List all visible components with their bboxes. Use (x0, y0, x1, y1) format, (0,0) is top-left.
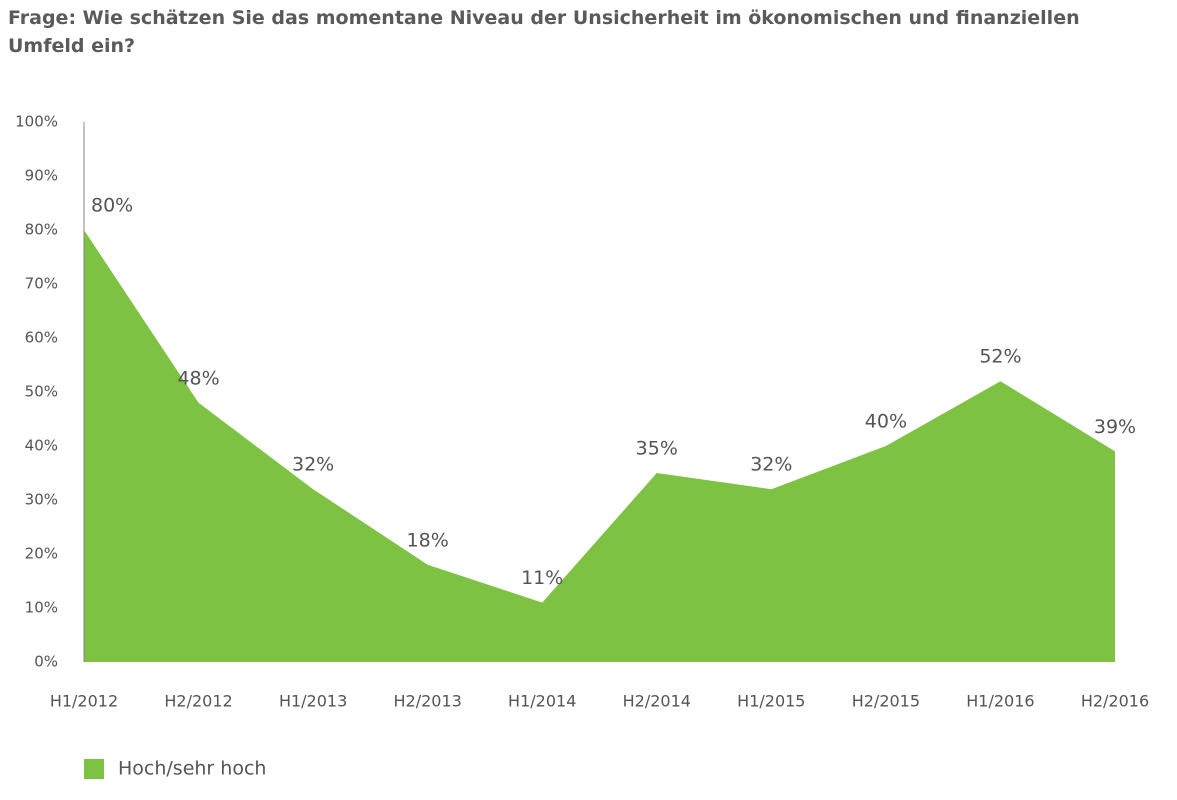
x-tick-label: H1/2012 (50, 692, 118, 711)
value-label: 52% (979, 346, 1021, 368)
y-tick-label: 50% (25, 383, 58, 401)
y-tick-label: 60% (25, 329, 58, 347)
value-label: 48% (177, 367, 219, 389)
value-label: 32% (292, 454, 334, 476)
x-tick-label: H1/2016 (966, 692, 1034, 711)
value-label: 11% (521, 567, 563, 589)
y-tick-label: 70% (25, 275, 58, 293)
x-tick-label: H2/2014 (623, 692, 691, 711)
x-tick-label: H2/2015 (852, 692, 920, 711)
value-label: 40% (865, 411, 907, 433)
legend-label: Hoch/sehr hoch (118, 758, 266, 780)
value-label: 39% (1094, 416, 1136, 438)
value-label: 18% (407, 529, 449, 551)
y-tick-label: 20% (25, 545, 58, 563)
value-label: 32% (750, 454, 792, 476)
y-tick-label: 30% (25, 491, 58, 509)
area (84, 230, 1115, 662)
x-tick-label: H2/2012 (164, 692, 232, 711)
x-tick-label: H2/2016 (1081, 692, 1149, 711)
x-tick-label: H1/2015 (737, 692, 805, 711)
y-tick-label: 40% (25, 437, 58, 455)
value-label: 80% (91, 195, 133, 217)
value-label: 35% (636, 438, 678, 460)
chart-title: Frage: Wie schätzen Sie das momentane Ni… (8, 7, 1080, 57)
x-tick-label: H1/2013 (279, 692, 347, 711)
y-tick-label: 10% (25, 599, 58, 617)
x-tick-label: H2/2013 (394, 692, 462, 711)
x-tick-label: H1/2014 (508, 692, 576, 711)
y-tick-label: 80% (25, 221, 58, 239)
y-tick-label: 90% (25, 167, 58, 185)
legend-swatch (84, 759, 104, 779)
y-tick-label: 100% (15, 113, 58, 131)
y-tick-label: 0% (34, 653, 58, 671)
